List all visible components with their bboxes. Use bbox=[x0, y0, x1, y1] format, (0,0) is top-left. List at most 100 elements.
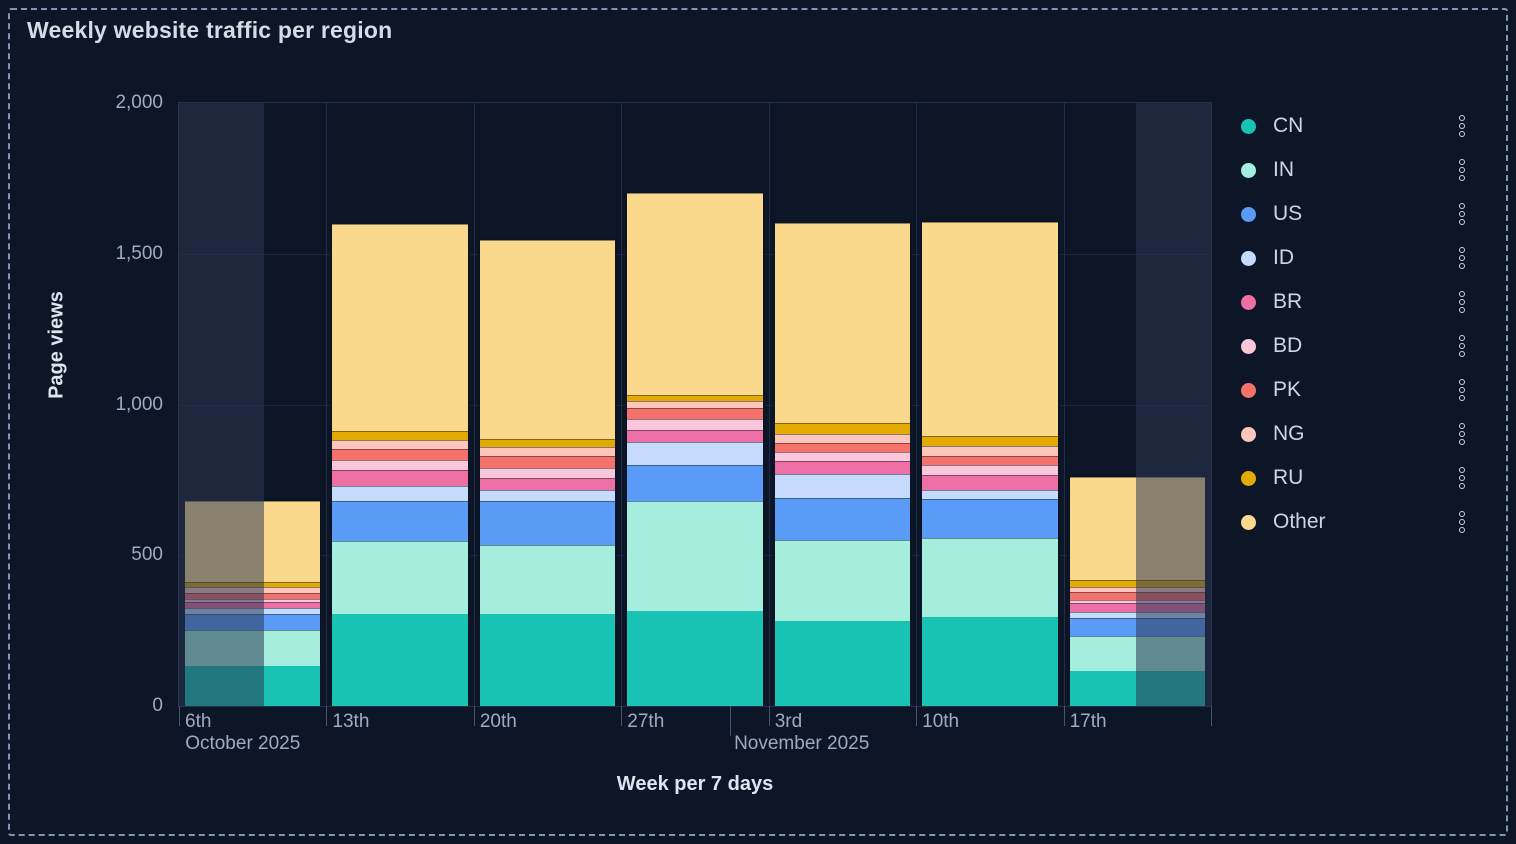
legend-item-label[interactable]: RU bbox=[1273, 466, 1304, 489]
bar-segment-ID[interactable] bbox=[774, 474, 911, 498]
legend-item-label[interactable]: PK bbox=[1273, 378, 1302, 401]
legend-item-NG: NG bbox=[1241, 412, 1469, 456]
bar-segment-RU[interactable] bbox=[774, 423, 911, 434]
bar-segment-Other[interactable] bbox=[332, 224, 468, 431]
stacked-bar-6th[interactable] bbox=[183, 498, 323, 706]
x-axis-tick bbox=[473, 706, 475, 726]
bar-segment-BR[interactable] bbox=[922, 474, 1058, 490]
bar-segment-CN[interactable] bbox=[185, 666, 321, 706]
bar-segment-BR[interactable] bbox=[479, 477, 616, 490]
bar-segment-NG[interactable] bbox=[479, 446, 616, 457]
bar-segment-US[interactable] bbox=[185, 614, 321, 631]
bar-segment-RU[interactable] bbox=[332, 430, 468, 441]
bar-segment-NG[interactable] bbox=[774, 433, 911, 443]
bar-segment-ID[interactable] bbox=[627, 442, 763, 465]
bar-segment-NG[interactable] bbox=[922, 445, 1058, 456]
kebab-vertical-dots-icon[interactable] bbox=[1459, 334, 1465, 359]
bar-segment-PK[interactable] bbox=[479, 456, 616, 468]
y-tick-label: 2,000 bbox=[115, 92, 163, 113]
bar-segment-BD[interactable] bbox=[479, 467, 616, 478]
bar-segment-CN[interactable] bbox=[774, 620, 911, 706]
bar-segment-CN[interactable] bbox=[479, 613, 616, 706]
legend-item-label[interactable]: Other bbox=[1273, 510, 1326, 533]
bar-segment-PK[interactable] bbox=[627, 408, 763, 419]
stacked-bar-17th[interactable] bbox=[1067, 475, 1207, 706]
bar-segment-Other[interactable] bbox=[185, 500, 321, 583]
kebab-vertical-dots-icon[interactable] bbox=[1459, 466, 1465, 491]
bar-segment-BR[interactable] bbox=[1069, 602, 1205, 612]
bar-segment-IN[interactable] bbox=[1069, 636, 1205, 671]
bar-segment-ID[interactable] bbox=[922, 489, 1058, 500]
bar-segment-US[interactable] bbox=[627, 464, 763, 502]
legend-item-RU: RU bbox=[1241, 456, 1469, 500]
panel-title: Weekly website traffic per region bbox=[27, 17, 393, 43]
legend-color-dot-icon bbox=[1241, 338, 1256, 354]
bar-segment-IN[interactable] bbox=[627, 501, 763, 611]
bar-segment-RU[interactable] bbox=[627, 394, 763, 401]
legend-item-label[interactable]: IN bbox=[1273, 158, 1294, 181]
bar-segment-BD[interactable] bbox=[332, 459, 468, 471]
stacked-bar-20th[interactable] bbox=[477, 238, 618, 706]
bar-segment-NG[interactable] bbox=[627, 400, 763, 409]
bar-segment-Other[interactable] bbox=[774, 223, 911, 424]
legend-item-label[interactable]: US bbox=[1273, 202, 1303, 225]
bar-segment-PK[interactable] bbox=[1069, 592, 1205, 601]
bar-segment-IN[interactable] bbox=[922, 538, 1058, 618]
stacked-bar-3rd[interactable] bbox=[772, 221, 913, 706]
bar-segment-US[interactable] bbox=[479, 501, 616, 546]
bar-segment-CN[interactable] bbox=[1069, 670, 1205, 706]
bar-segment-NG[interactable] bbox=[332, 440, 468, 450]
bar-segment-PK[interactable] bbox=[332, 449, 468, 460]
bar-segment-Other[interactable] bbox=[627, 192, 763, 395]
bar-segment-Other[interactable] bbox=[1069, 477, 1205, 580]
kebab-vertical-dots-icon[interactable] bbox=[1459, 422, 1465, 447]
bar-segment-US[interactable] bbox=[922, 499, 1058, 539]
vertical-gridline bbox=[473, 103, 475, 706]
legend-item-label[interactable]: ID bbox=[1273, 246, 1294, 269]
bar-segment-BR[interactable] bbox=[332, 470, 468, 487]
vertical-gridline bbox=[768, 103, 770, 706]
bar-segment-CN[interactable] bbox=[627, 610, 763, 706]
stacked-bar-10th[interactable] bbox=[920, 220, 1060, 706]
bar-segment-ID[interactable] bbox=[479, 489, 616, 502]
bar-segment-RU[interactable] bbox=[479, 438, 616, 447]
bar-segment-CN[interactable] bbox=[332, 614, 468, 706]
vertical-gridline bbox=[621, 103, 623, 706]
stacked-bar-27th[interactable] bbox=[625, 190, 765, 706]
bar-segment-BR[interactable] bbox=[627, 429, 763, 443]
bar-segment-Other[interactable] bbox=[479, 240, 616, 439]
legend-item-label[interactable]: NG bbox=[1273, 422, 1305, 445]
bar-segment-Other[interactable] bbox=[922, 222, 1058, 436]
bar-segment-IN[interactable] bbox=[185, 630, 321, 667]
legend-color-dot-icon bbox=[1241, 426, 1256, 442]
bar-segment-RU[interactable] bbox=[1069, 579, 1205, 588]
stacked-bar-13th[interactable] bbox=[330, 222, 470, 706]
bar-segment-CN[interactable] bbox=[922, 617, 1058, 706]
legend-item-US: US bbox=[1241, 192, 1469, 236]
kebab-vertical-dots-icon[interactable] bbox=[1459, 114, 1465, 139]
bar-segment-US[interactable] bbox=[774, 497, 911, 540]
kebab-vertical-dots-icon[interactable] bbox=[1459, 290, 1465, 315]
kebab-vertical-dots-icon[interactable] bbox=[1459, 202, 1465, 227]
bar-segment-US[interactable] bbox=[1069, 617, 1205, 637]
kebab-vertical-dots-icon[interactable] bbox=[1459, 246, 1465, 271]
legend-item-label[interactable]: BD bbox=[1273, 334, 1303, 357]
bar-segment-IN[interactable] bbox=[332, 541, 468, 615]
bar-segment-IN[interactable] bbox=[479, 545, 616, 614]
bar-segment-PK[interactable] bbox=[774, 442, 911, 452]
kebab-vertical-dots-icon[interactable] bbox=[1459, 158, 1465, 183]
bar-segment-BD[interactable] bbox=[627, 418, 763, 430]
legend-item-label[interactable]: BR bbox=[1273, 290, 1303, 313]
bar-segment-ID[interactable] bbox=[332, 486, 468, 501]
bar-segment-BD[interactable] bbox=[774, 451, 911, 461]
kebab-vertical-dots-icon[interactable] bbox=[1459, 378, 1465, 403]
kebab-vertical-dots-icon[interactable] bbox=[1459, 510, 1465, 535]
bar-segment-US[interactable] bbox=[332, 500, 468, 542]
bar-segment-IN[interactable] bbox=[774, 539, 911, 621]
legend-item-label[interactable]: CN bbox=[1273, 114, 1304, 137]
bar-segment-BR[interactable] bbox=[774, 460, 911, 475]
x-axis-title: Week per 7 days bbox=[616, 773, 774, 795]
bar-segment-BD[interactable] bbox=[922, 464, 1058, 475]
bar-segment-PK[interactable] bbox=[922, 455, 1058, 465]
bar-segment-RU[interactable] bbox=[922, 435, 1058, 446]
